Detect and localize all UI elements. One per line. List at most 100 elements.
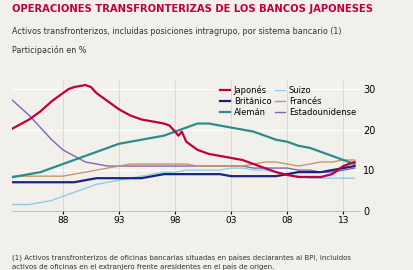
Japonés [139,118,144,121]
Japonés [273,171,278,174]
Estadounidense [161,164,166,168]
Alemán [195,122,199,125]
Estadounidense [329,171,334,174]
Francés [340,158,345,161]
Francés [284,162,289,166]
Alemán [83,154,88,158]
Suizo [116,179,121,182]
Francés [183,162,188,166]
Suizo [251,168,256,172]
Estadounidense [94,162,99,166]
Estadounidense [318,171,323,174]
Francés [83,171,88,174]
Japonés [161,122,166,125]
Francés [128,162,133,166]
Alemán [105,146,110,150]
Suizo [38,201,43,204]
Japonés [262,166,267,170]
Estadounidense [228,164,233,168]
Alemán [49,166,54,170]
Francés [195,164,199,168]
Estadounidense [71,154,76,158]
Suizo [139,175,144,178]
Japonés [183,140,188,143]
Japonés [88,85,93,89]
Alemán [71,158,76,161]
Alemán [351,162,356,166]
Francés [139,162,144,166]
Suizo [329,177,334,180]
Suizo [49,199,54,202]
Británico [306,171,311,174]
Japonés [351,160,356,164]
Japonés [105,100,110,103]
Legend: Japonés, Británico, Alemán, Suizo, Francés, Estadounidense: Japonés, Británico, Alemán, Suizo, Franc… [220,85,355,117]
Japonés [116,108,121,111]
Estadounidense [83,160,88,164]
Japonés [27,118,32,121]
Suizo [183,168,188,172]
Francés [94,168,99,172]
Británico [217,173,222,176]
Suizo [128,177,133,180]
Estadounidense [105,164,110,168]
Alemán [116,142,121,145]
Line: Suizo: Suizo [7,168,354,205]
Japonés [206,152,211,156]
Británico [60,181,65,184]
Estadounidense [351,166,356,170]
Japonés [60,92,65,95]
Japonés [166,124,171,127]
Suizo [172,171,177,174]
Estadounidense [4,94,9,97]
Line: Alemán: Alemán [7,124,354,178]
Francés [16,175,21,178]
Británico [139,177,144,180]
Japonés [83,83,88,87]
Británico [351,164,356,168]
Francés [251,162,256,166]
Alemán [239,128,244,131]
Alemán [94,150,99,153]
Estadounidense [16,104,21,107]
Estadounidense [306,168,311,172]
Británico [195,173,199,176]
Suizo [27,203,32,206]
Francés [172,162,177,166]
Estadounidense [150,164,155,168]
Suizo [94,183,99,186]
Suizo [340,177,345,180]
Text: Participación en %: Participación en % [12,46,87,55]
Estadounidense [139,164,144,168]
Suizo [351,177,356,180]
Alemán [161,134,166,137]
Alemán [318,150,323,153]
Francés [27,175,32,178]
Británico [150,175,155,178]
Francés [295,164,300,168]
Estadounidense [295,168,300,172]
Text: Activos transfronterizos, incluidas posiciones intragrupo, por sistema bancario : Activos transfronterizos, incluidas posi… [12,27,341,36]
Británico [183,173,188,176]
Japonés [71,85,76,89]
Británico [4,181,9,184]
Japonés [251,162,256,166]
Suizo [16,203,21,206]
Japonés [295,176,300,179]
Japonés [179,130,184,133]
Estadounidense [251,166,256,170]
Alemán [228,126,233,129]
Alemán [139,138,144,141]
Alemán [27,173,32,176]
Alemán [38,171,43,174]
Alemán [183,126,188,129]
Francés [329,160,334,164]
Estadounidense [195,164,199,168]
Suizo [262,168,267,172]
Británico [239,175,244,178]
Suizo [195,168,199,172]
Británico [49,181,54,184]
Francés [60,175,65,178]
Francés [116,164,121,168]
Suizo [228,166,233,170]
